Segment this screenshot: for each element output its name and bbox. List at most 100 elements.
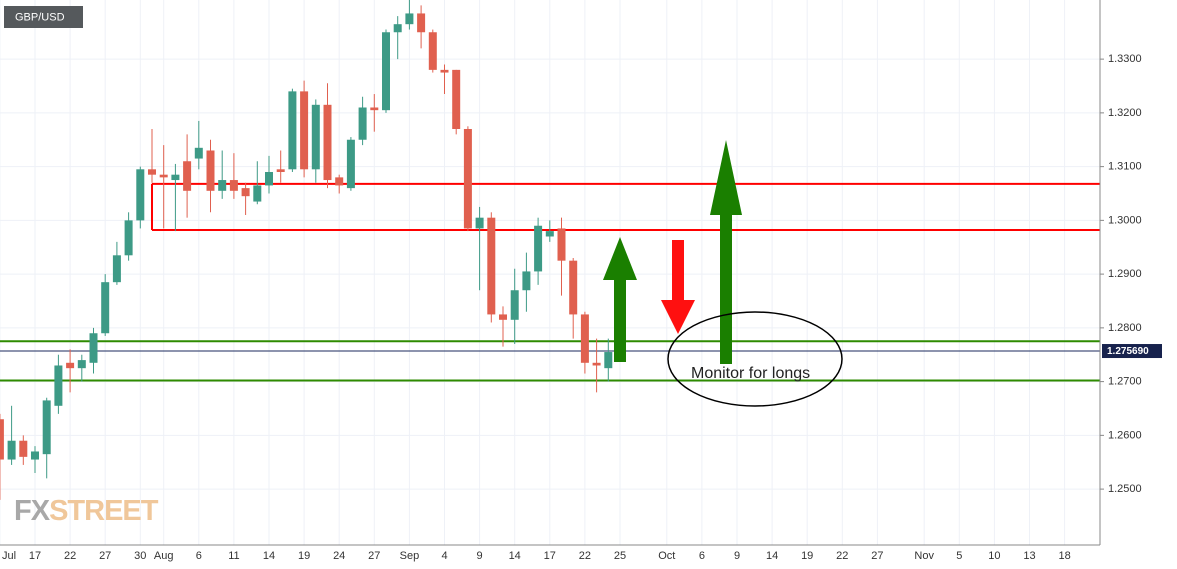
candle-body — [393, 24, 402, 33]
x-tick-label: 14 — [766, 550, 778, 562]
x-tick-label: 27 — [368, 550, 380, 562]
candle-body — [171, 174, 180, 181]
x-tick-label: 18 — [1058, 550, 1070, 562]
candle-body — [19, 440, 28, 457]
candle-body — [346, 139, 355, 189]
x-tick-label: Nov — [914, 550, 934, 562]
annotation: Monitor for longs — [691, 365, 810, 382]
candle-body — [89, 333, 98, 363]
candle-body — [265, 171, 273, 186]
levels — [0, 182, 1100, 382]
candle-body — [499, 314, 507, 320]
candle-body — [241, 188, 250, 197]
candle-body — [510, 290, 519, 320]
x-tick-label: 27 — [99, 550, 111, 562]
candle-body — [206, 150, 215, 191]
logo: FXSTREET — [14, 495, 159, 527]
x-tick-label: 4 — [441, 550, 447, 562]
candle-body — [463, 128, 472, 229]
candle-body — [124, 220, 133, 256]
y-tick-label: 1.3300 — [1108, 53, 1142, 65]
x-tick-label: 14 — [509, 550, 521, 562]
x-tick-label: 22 — [836, 550, 848, 562]
candle-body — [159, 174, 168, 178]
axes: 1.2500 1.2600 1.2700 1.2800 1.2900 1.3000 1.31… — [0, 0, 1162, 562]
x-tick-label: 9 — [734, 550, 740, 562]
x-tick-label: Aug — [154, 550, 174, 562]
candle-body — [370, 107, 379, 111]
x-tick-label: 27 — [871, 550, 883, 562]
candle-body — [300, 91, 309, 170]
candle-body — [54, 365, 63, 406]
candle-body — [475, 217, 484, 229]
y-tick-label: 1.2800 — [1108, 322, 1142, 334]
last-price-box — [1102, 344, 1162, 359]
candle-body — [323, 104, 332, 181]
x-tick-label: 19 — [298, 550, 310, 562]
candle-body — [31, 451, 39, 460]
x-tick-label: Sep — [400, 550, 420, 562]
candle-body — [288, 91, 297, 170]
x-tick-label: 5 — [956, 550, 962, 562]
candle-body — [136, 169, 145, 221]
up-arrow — [710, 140, 742, 364]
x-tick-label: 13 — [1023, 550, 1035, 562]
candle-body — [66, 362, 75, 369]
candle-body — [487, 217, 496, 315]
x-tick-label: 30 — [134, 550, 146, 562]
chart-title: GBP/USD — [15, 11, 65, 23]
candles — [0, 0, 613, 500]
candle-body — [417, 13, 426, 33]
candle-body — [276, 169, 285, 172]
x-tick-label: Oct — [658, 550, 675, 562]
x-tick-label: 25 — [614, 550, 626, 562]
candle-body — [358, 107, 367, 140]
y-tick-label: 1.2900 — [1108, 268, 1142, 280]
x-tick-label: 6 — [196, 550, 202, 562]
candle-body — [382, 32, 390, 111]
candle-body — [183, 161, 192, 191]
up-arrow — [603, 237, 637, 362]
candle-body — [194, 147, 203, 159]
x-tick-label: 9 — [477, 550, 483, 562]
candle-body — [522, 271, 531, 291]
x-tick-label: Jul — [2, 550, 16, 562]
grid — [0, 0, 1100, 545]
candle-body — [335, 177, 344, 186]
x-tick-label: 17 — [544, 550, 556, 562]
candle-body — [101, 282, 110, 334]
y-tick-label: 1.3200 — [1108, 107, 1142, 119]
ellipse — [667, 311, 843, 407]
x-tick-label: 22 — [579, 550, 591, 562]
candle-body — [534, 225, 543, 272]
candle-body — [77, 360, 86, 369]
candle-body — [440, 69, 449, 73]
x-tick-label: 10 — [988, 550, 1000, 562]
x-tick-label: 17 — [29, 550, 41, 562]
y-tick-label: 1.2500 — [1108, 483, 1142, 495]
x-tick-label: 24 — [333, 550, 345, 562]
x-tick-label: 19 — [801, 550, 813, 562]
candle-body — [253, 185, 262, 202]
annotations: Monitor for longs GBP/USD FXSTREET — [4, 6, 843, 527]
candle-body — [42, 400, 51, 455]
candle-body — [311, 104, 320, 170]
x-tick-label: 11 — [228, 550, 239, 562]
candle-body — [592, 362, 601, 366]
y-tick-label: 1.2700 — [1108, 376, 1142, 388]
candle-body — [604, 352, 613, 369]
logo-part: FX — [14, 495, 51, 527]
candle-body — [557, 228, 566, 261]
candle-body — [580, 314, 589, 363]
y-tick-label: 1.3100 — [1108, 161, 1142, 173]
candle-body — [7, 440, 16, 460]
x-tick-label: 6 — [699, 550, 705, 562]
down-arrow — [661, 240, 695, 334]
candle-body — [218, 180, 227, 191]
y-tick-label: 1.3000 — [1108, 214, 1142, 226]
candle-body — [452, 69, 461, 129]
x-tick-label: 22 — [64, 550, 76, 562]
candle-body — [112, 255, 121, 283]
